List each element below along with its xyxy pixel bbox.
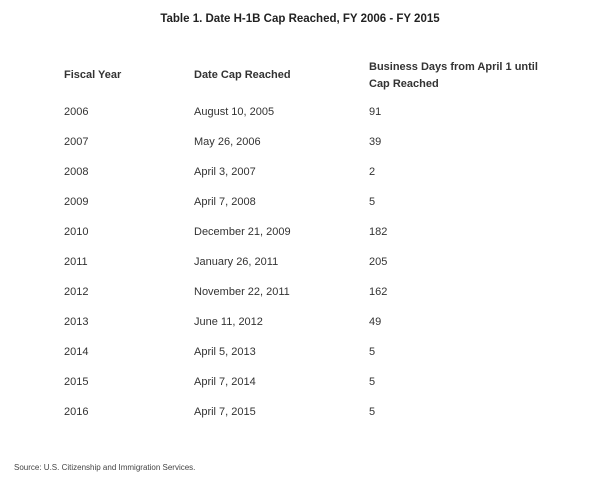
business-days-cell: 5 bbox=[369, 346, 376, 358]
business-days-cell: 5 bbox=[369, 376, 376, 388]
date-cap-reached-cell: April 7, 2014 bbox=[194, 376, 256, 388]
date-cap-reached-cell: April 7, 2008 bbox=[194, 196, 256, 208]
business-days-cell: 39 bbox=[369, 136, 382, 148]
date-cap-reached-cell: April 5, 2013 bbox=[194, 346, 256, 358]
header-fiscal-year: Fiscal Year bbox=[64, 69, 122, 81]
header-business-days-line2: Cap Reached bbox=[369, 78, 439, 90]
date-cap-reached-cell: November 22, 2011 bbox=[194, 286, 290, 298]
business-days-cell: 5 bbox=[369, 406, 376, 418]
fiscal-year-cell: 2006 bbox=[64, 106, 89, 118]
header-date-cap-reached: Date Cap Reached bbox=[194, 69, 291, 81]
business-days-cell: 205 bbox=[369, 256, 388, 268]
fiscal-year-cell: 2007 bbox=[64, 136, 89, 148]
source-note: Source: U.S. Citizenship and Immigration… bbox=[14, 463, 196, 472]
business-days-cell: 91 bbox=[369, 106, 382, 118]
fiscal-year-cell: 2009 bbox=[64, 196, 89, 208]
business-days-cell: 49 bbox=[369, 316, 382, 328]
fiscal-year-cell: 2015 bbox=[64, 376, 89, 388]
fiscal-year-cell: 2016 bbox=[64, 406, 89, 418]
date-cap-reached-cell: April 3, 2007 bbox=[194, 166, 256, 178]
business-days-cell: 182 bbox=[369, 226, 388, 238]
business-days-cell: 162 bbox=[369, 286, 388, 298]
fiscal-year-cell: 2013 bbox=[64, 316, 89, 328]
header-business-days-line1: Business Days from April 1 until bbox=[369, 61, 538, 73]
date-cap-reached-cell: January 26, 2011 bbox=[194, 256, 279, 268]
header-business-days: Business Days from April 1 until Cap Rea… bbox=[369, 59, 538, 93]
fiscal-year-cell: 2008 bbox=[64, 166, 89, 178]
date-cap-reached-cell: August 10, 2005 bbox=[194, 106, 275, 118]
fiscal-year-cell: 2010 bbox=[64, 226, 89, 238]
date-cap-reached-cell: May 26, 2006 bbox=[194, 136, 261, 148]
fiscal-year-cell: 2012 bbox=[64, 286, 89, 298]
date-cap-reached-cell: December 21, 2009 bbox=[194, 226, 291, 238]
table-title: Table 1. Date H-1B Cap Reached, FY 2006 … bbox=[160, 13, 440, 25]
date-cap-reached-cell: June 11, 2012 bbox=[194, 316, 263, 328]
fiscal-year-cell: 2011 bbox=[64, 256, 88, 268]
fiscal-year-cell: 2014 bbox=[64, 346, 89, 358]
business-days-cell: 5 bbox=[369, 196, 376, 208]
business-days-cell: 2 bbox=[369, 166, 376, 178]
date-cap-reached-cell: April 7, 2015 bbox=[194, 406, 256, 418]
